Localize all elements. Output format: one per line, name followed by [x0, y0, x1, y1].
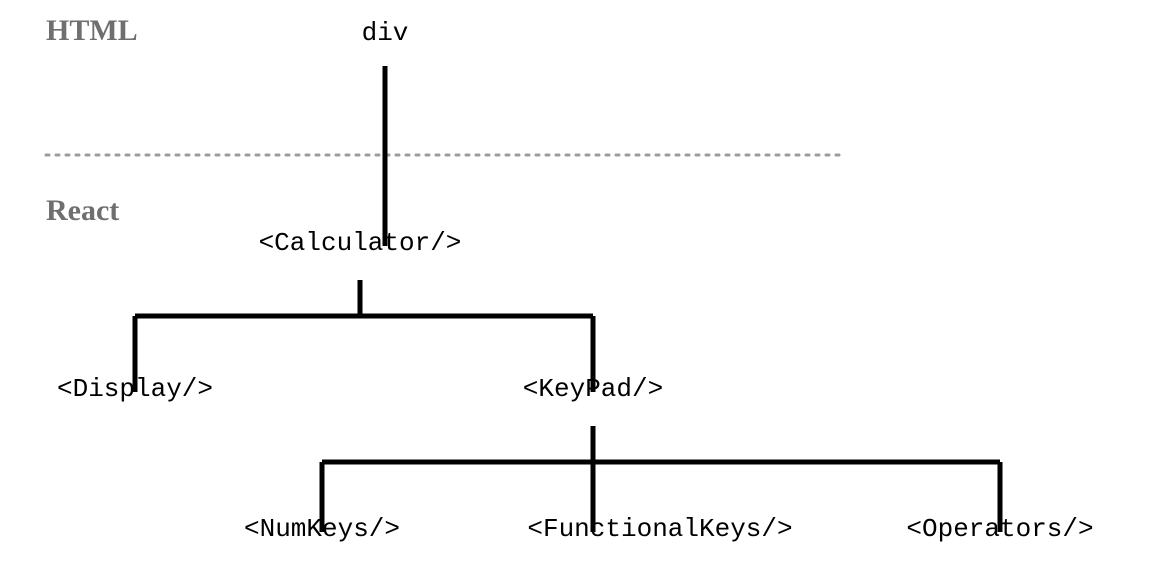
node-display: <Display/>	[57, 374, 213, 404]
section-label-react: React	[46, 194, 119, 228]
node-functionalkeys: <FunctionalKeys/>	[527, 514, 792, 544]
node-keypad: <KeyPad/>	[523, 374, 663, 404]
node-div: div	[362, 18, 409, 48]
node-operators: <Operators/>	[906, 514, 1093, 544]
diagram-stage: HTML React div <Calculator/> <Display/> …	[0, 0, 1168, 584]
diagram-svg	[0, 0, 1168, 584]
section-label-html: HTML	[46, 14, 138, 48]
node-numkeys: <NumKeys/>	[244, 514, 400, 544]
tree-edges	[135, 66, 1000, 532]
node-calculator: <Calculator/>	[259, 228, 462, 258]
